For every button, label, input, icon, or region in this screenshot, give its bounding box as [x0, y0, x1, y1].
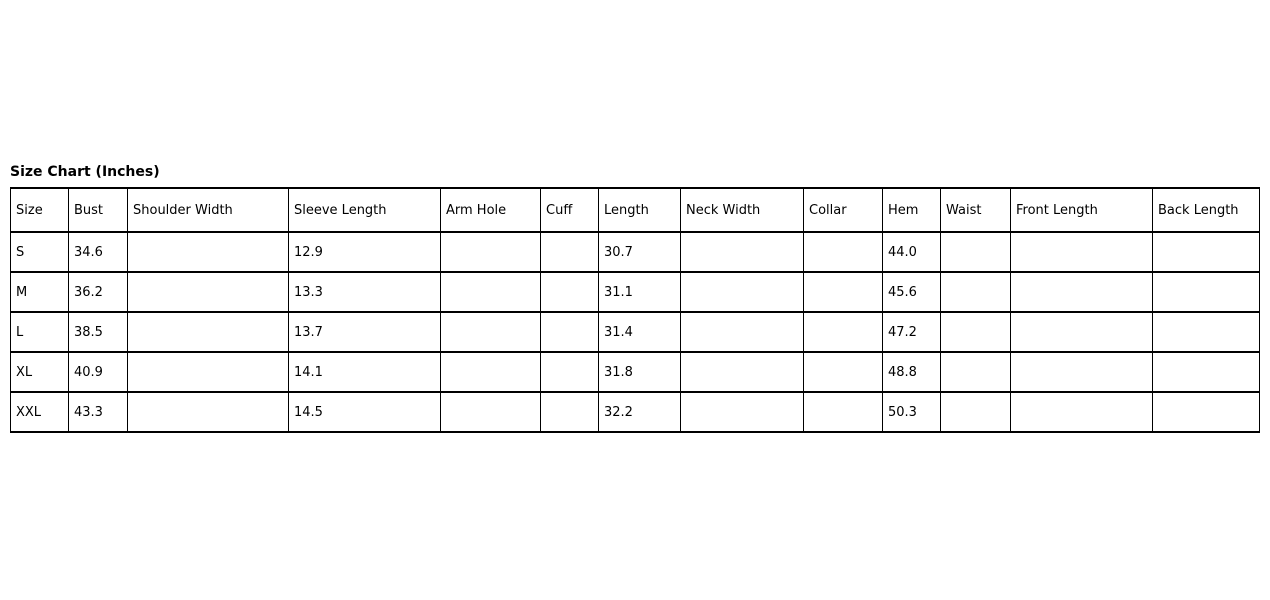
table-row-l: L 38.5 13.7 31.4 47.2	[10, 311, 1260, 353]
cell-length: 30.7	[598, 231, 681, 273]
cell-cuff	[540, 271, 599, 313]
column-header-size: Size	[10, 187, 69, 233]
column-header-length: Length	[598, 187, 681, 233]
cell-back-length	[1152, 311, 1260, 353]
table-row-xl: XL 40.9 14.1 31.8 48.8	[10, 351, 1260, 393]
cell-front-length	[1010, 311, 1153, 353]
cell-size: L	[10, 311, 69, 353]
cell-length: 31.1	[598, 271, 681, 313]
cell-shoulder-width	[127, 271, 289, 313]
cell-shoulder-width	[127, 351, 289, 393]
column-header-front-length: Front Length	[1010, 187, 1153, 233]
cell-size: XL	[10, 351, 69, 393]
cell-neck-width	[680, 231, 804, 273]
column-header-hem: Hem	[882, 187, 941, 233]
page-title: Size Chart (Inches)	[10, 164, 160, 180]
cell-sleeve-length: 14.5	[288, 391, 441, 433]
cell-bust: 40.9	[68, 351, 128, 393]
cell-sleeve-length: 12.9	[288, 231, 441, 273]
cell-back-length	[1152, 351, 1260, 393]
cell-arm-hole	[440, 271, 541, 313]
cell-collar	[803, 391, 883, 433]
cell-shoulder-width	[127, 231, 289, 273]
cell-collar	[803, 311, 883, 353]
cell-hem: 45.6	[882, 271, 941, 313]
cell-back-length	[1152, 391, 1260, 433]
table-row-m: M 36.2 13.3 31.1 45.6	[10, 271, 1260, 313]
cell-cuff	[540, 311, 599, 353]
cell-length: 32.2	[598, 391, 681, 433]
cell-bust: 43.3	[68, 391, 128, 433]
column-header-bust: Bust	[68, 187, 128, 233]
cell-neck-width	[680, 351, 804, 393]
header-row: Size Bust Shoulder Width Sleeve Length A…	[10, 187, 1260, 233]
cell-collar	[803, 351, 883, 393]
cell-hem: 50.3	[882, 391, 941, 433]
cell-arm-hole	[440, 231, 541, 273]
cell-neck-width	[680, 391, 804, 433]
cell-arm-hole	[440, 351, 541, 393]
column-header-waist: Waist	[940, 187, 1011, 233]
cell-length: 31.8	[598, 351, 681, 393]
cell-cuff	[540, 231, 599, 273]
cell-back-length	[1152, 231, 1260, 273]
cell-waist	[940, 271, 1011, 313]
table-row-xxl: XXL 43.3 14.5 32.2 50.3	[10, 391, 1260, 433]
cell-sleeve-length: 13.3	[288, 271, 441, 313]
cell-neck-width	[680, 311, 804, 353]
column-header-collar: Collar	[803, 187, 883, 233]
cell-sleeve-length: 14.1	[288, 351, 441, 393]
cell-size: M	[10, 271, 69, 313]
column-header-arm-hole: Arm Hole	[440, 187, 541, 233]
cell-length: 31.4	[598, 311, 681, 353]
cell-cuff	[540, 351, 599, 393]
cell-hem: 48.8	[882, 351, 941, 393]
cell-waist	[940, 311, 1011, 353]
cell-bust: 34.6	[68, 231, 128, 273]
cell-collar	[803, 271, 883, 313]
column-header-sleeve-length: Sleeve Length	[288, 187, 441, 233]
cell-size: S	[10, 231, 69, 273]
cell-bust: 36.2	[68, 271, 128, 313]
cell-arm-hole	[440, 391, 541, 433]
table-row-s: S 34.6 12.9 30.7 44.0	[10, 231, 1260, 273]
cell-front-length	[1010, 271, 1153, 313]
cell-neck-width	[680, 271, 804, 313]
cell-shoulder-width	[127, 391, 289, 433]
cell-bust: 38.5	[68, 311, 128, 353]
cell-arm-hole	[440, 311, 541, 353]
cell-shoulder-width	[127, 311, 289, 353]
cell-front-length	[1010, 391, 1153, 433]
cell-front-length	[1010, 231, 1153, 273]
size-chart-section: Size Chart (Inches) Size Bust Shoulder W…	[10, 164, 1260, 433]
cell-waist	[940, 391, 1011, 433]
column-header-neck-width: Neck Width	[680, 187, 804, 233]
cell-sleeve-length: 13.7	[288, 311, 441, 353]
column-header-back-length: Back Length	[1152, 187, 1260, 233]
cell-cuff	[540, 391, 599, 433]
cell-back-length	[1152, 271, 1260, 313]
cell-front-length	[1010, 351, 1153, 393]
column-header-cuff: Cuff	[540, 187, 599, 233]
cell-waist	[940, 351, 1011, 393]
cell-waist	[940, 231, 1011, 273]
cell-hem: 47.2	[882, 311, 941, 353]
cell-collar	[803, 231, 883, 273]
cell-hem: 44.0	[882, 231, 941, 273]
cell-size: XXL	[10, 391, 69, 433]
size-chart-table: Size Bust Shoulder Width Sleeve Length A…	[10, 187, 1260, 433]
column-header-shoulder-width: Shoulder Width	[127, 187, 289, 233]
